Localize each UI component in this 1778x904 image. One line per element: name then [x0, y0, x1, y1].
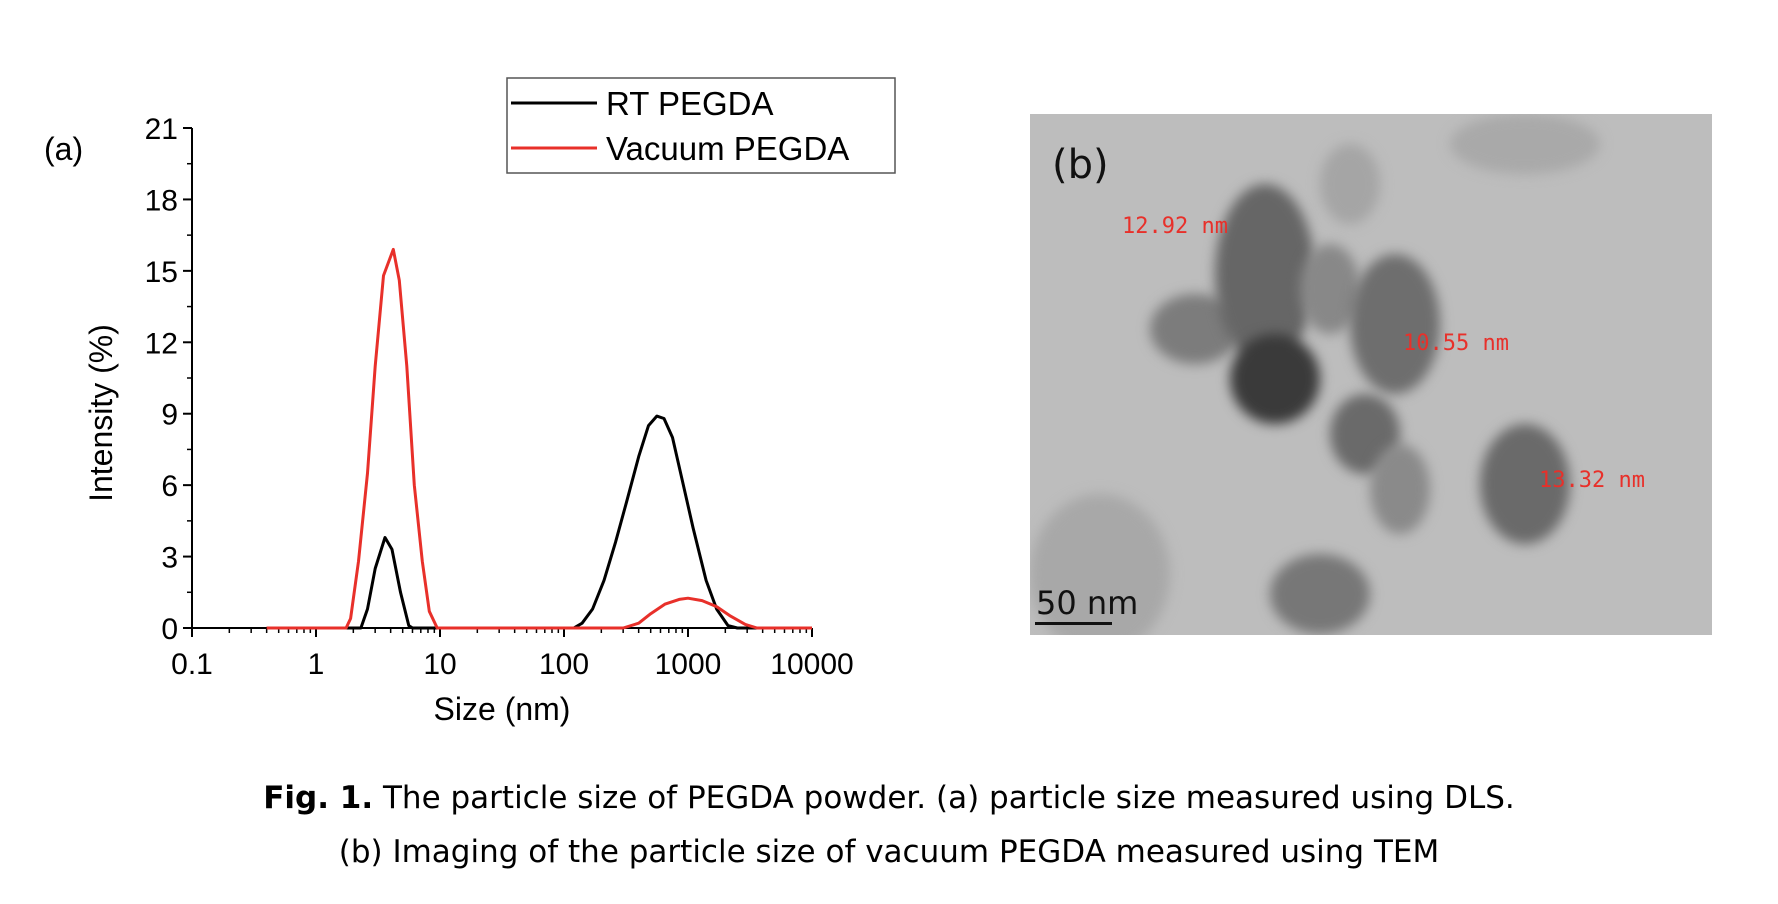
y-tick-label: 15 — [145, 256, 178, 289]
measurement-label: 10.55 nm — [1403, 331, 1509, 356]
caption-line-1: Fig. 1. The particle size of PEGDA powde… — [0, 780, 1778, 816]
x-tick-label: 100 — [539, 648, 589, 681]
panel-label-b: (b) — [1052, 142, 1109, 188]
scale-bar-label: 50 nm — [1036, 584, 1139, 622]
caption-text: The particle size of PEGDA powder. (a) p… — [373, 780, 1515, 816]
y-tick-label: 0 — [161, 613, 178, 646]
x-tick-label: 0.1 — [171, 648, 213, 681]
y-tick-label: 9 — [161, 399, 178, 432]
y-tick-label: 12 — [145, 327, 178, 360]
x-tick-label: 10000 — [770, 648, 853, 681]
panel-label-a: (a) — [44, 131, 83, 167]
x-tick-label: 10 — [423, 648, 456, 681]
series-line-1 — [266, 247, 812, 630]
y-tick-label: 18 — [145, 184, 178, 217]
tem-image: (b) 12.92 nm 10.55 nm 13.32 nm 50 nm — [1030, 114, 1712, 635]
x-tick-label: 1000 — [655, 648, 722, 681]
measurement-label: 13.32 nm — [1539, 468, 1645, 493]
caption-figure-number: Fig. 1. — [263, 780, 374, 816]
y-tick-label: 21 — [145, 113, 178, 146]
legend-label: Vacuum PEGDA — [606, 130, 849, 167]
y-tick-label: 6 — [161, 470, 178, 503]
caption-line-2: (b) Imaging of the particle size of vacu… — [338, 834, 1440, 870]
y-tick-label: 3 — [161, 542, 178, 575]
scale-bar — [1035, 622, 1112, 625]
legend-box — [506, 77, 896, 174]
series-line-0 — [266, 414, 812, 630]
x-axis-label: Size (nm) — [434, 691, 571, 727]
x-tick-label: 1 — [308, 648, 325, 681]
dls-chart: 0.1 1 10 100 1000 10000 0 3 6 9 12 15 18 21 Size (nm) I… — [44, 77, 896, 727]
legend-label: RT PEGDA — [606, 85, 774, 122]
y-axis-label: Intensity (%) — [83, 324, 119, 502]
measurement-label: 12.92 nm — [1122, 214, 1228, 239]
